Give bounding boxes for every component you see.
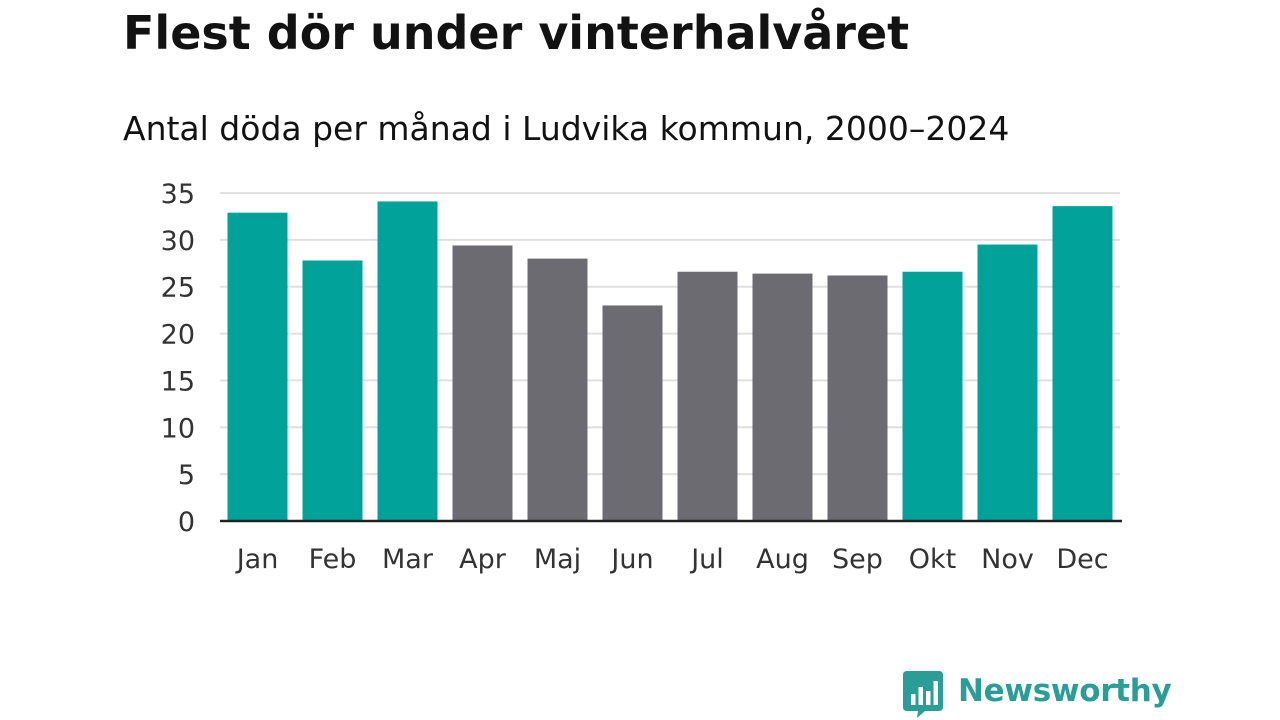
y-tick-label: 0 bbox=[178, 507, 195, 538]
x-tick-label: Dec bbox=[1056, 544, 1108, 575]
x-tick-label: Sep bbox=[832, 544, 883, 575]
x-tick-label: Jun bbox=[609, 544, 653, 575]
x-axis-tick-labels: Jan Feb Mar Apr Maj Jun Jul Aug Sep Okt Nov Dec bbox=[235, 544, 1109, 575]
x-tick-label: Nov bbox=[981, 544, 1034, 575]
y-tick-label: 10 bbox=[161, 413, 195, 444]
bar-feb bbox=[302, 260, 363, 521]
y-tick-label: 25 bbox=[161, 273, 195, 304]
y-tick-label: 15 bbox=[161, 366, 195, 397]
x-tick-label: Feb bbox=[309, 544, 357, 575]
newsworthy-logo: Newsworthy bbox=[902, 670, 1172, 720]
bar-jul bbox=[677, 271, 738, 521]
y-tick-label: 35 bbox=[161, 179, 195, 210]
bar-nov bbox=[977, 244, 1038, 522]
y-tick-label: 5 bbox=[178, 460, 195, 491]
x-tick-label: Jan bbox=[235, 544, 279, 575]
bar-aug bbox=[752, 273, 813, 521]
x-tick-label: Okt bbox=[909, 544, 956, 575]
gridlines bbox=[220, 192, 1120, 476]
x-tick-label: Mar bbox=[382, 544, 434, 575]
newsworthy-logo-text: Newsworthy bbox=[958, 673, 1172, 709]
bar-sep bbox=[827, 275, 888, 521]
bar-mar bbox=[377, 201, 438, 522]
chart-subtitle: Antal döda per månad i Ludvika kommun, 2… bbox=[123, 109, 1010, 148]
bar-jun bbox=[602, 305, 663, 521]
bar-maj bbox=[527, 258, 588, 521]
bar-dec bbox=[1052, 206, 1113, 521]
x-tick-label: Apr bbox=[459, 544, 507, 575]
bars bbox=[227, 201, 1113, 522]
x-tick-label: Jul bbox=[689, 544, 724, 575]
bar-apr bbox=[452, 245, 513, 522]
newsworthy-chart-bubble-icon bbox=[903, 671, 943, 718]
x-tick-label: Maj bbox=[534, 544, 581, 575]
y-axis-tick-labels: 0 5 10 15 20 25 30 35 bbox=[161, 179, 195, 538]
x-tick-label: Aug bbox=[756, 544, 809, 575]
chart-title: Flest dör under vinterhalvåret bbox=[123, 6, 910, 60]
y-tick-label: 30 bbox=[161, 226, 195, 257]
y-tick-label: 20 bbox=[161, 320, 195, 351]
bar-okt bbox=[902, 271, 963, 521]
bar-jan bbox=[227, 212, 288, 521]
